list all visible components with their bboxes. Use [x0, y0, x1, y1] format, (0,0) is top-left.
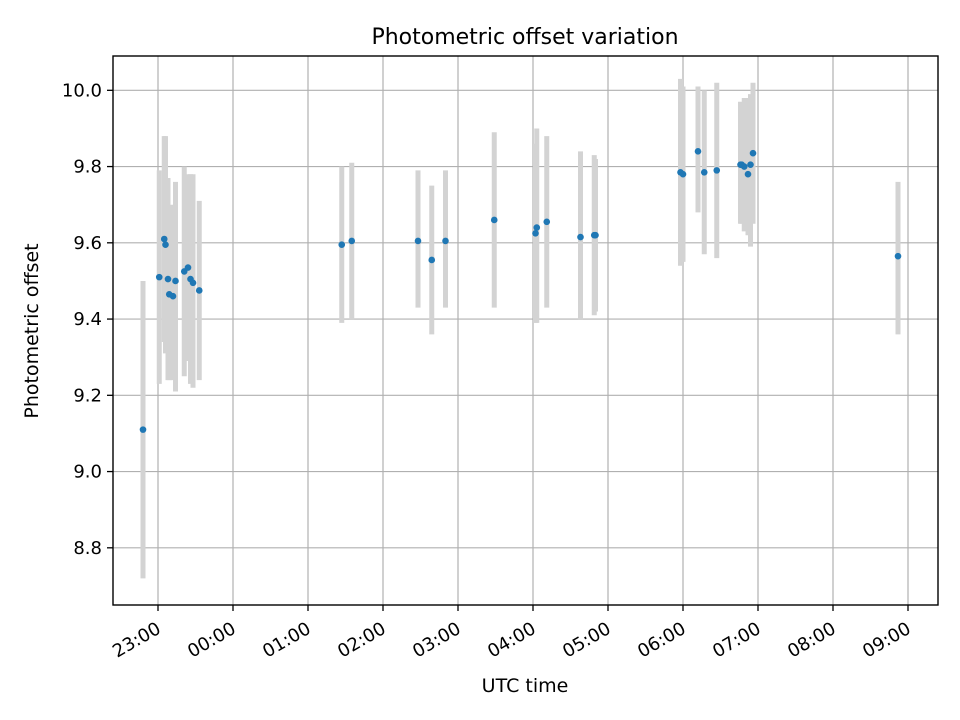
error-bars	[140, 78, 901, 579]
y-tick-label: 9.2	[73, 385, 102, 406]
data-point	[592, 231, 599, 239]
plot-frame	[112, 55, 939, 606]
y-axis-ticks: 8.8 9.0 9.2 9.4 9.6 9.8 10.0	[62, 80, 113, 559]
data-point	[490, 216, 498, 224]
data-point	[747, 161, 754, 168]
data-point	[162, 241, 169, 249]
x-tick-label: 08:00	[784, 618, 839, 662]
y-tick-label: 9.6	[73, 233, 102, 254]
data-point	[744, 170, 752, 178]
data-point	[694, 148, 702, 155]
data-point	[164, 275, 172, 283]
x-tick-label: 01:00	[259, 618, 314, 662]
data-point	[700, 168, 708, 176]
y-tick-label: 9.4	[73, 309, 102, 330]
data-point	[414, 237, 422, 245]
data-point	[160, 235, 168, 243]
x-axis-label: UTC time	[482, 675, 569, 697]
data-point	[169, 292, 177, 300]
data-point	[348, 237, 356, 245]
data-point	[139, 426, 147, 433]
y-axis-label: Photometric offset	[21, 243, 43, 418]
data-point	[189, 279, 197, 287]
x-tick-label: 06:00	[634, 618, 689, 662]
data-point	[679, 170, 687, 178]
data-point	[532, 229, 539, 237]
x-tick-label: 09:00	[859, 618, 914, 662]
data-point	[577, 233, 584, 241]
data-point	[195, 287, 203, 294]
y-tick-label: 9.8	[73, 157, 102, 178]
x-tick-label: 02:00	[334, 618, 389, 662]
y-tick-label: 8.8	[73, 538, 102, 559]
data-point	[533, 224, 541, 231]
y-tick-label: 10.0	[62, 80, 102, 101]
y-tick-label: 9.0	[73, 462, 102, 483]
x-tick-label: 23:00	[109, 618, 164, 662]
x-axis-ticks: 23:00 00:00 01:00 02:00 03:00 04:00 05:00 06:00…	[109, 605, 915, 662]
data-point	[338, 241, 346, 249]
x-tick-label: 04:00	[484, 618, 539, 662]
data-point	[155, 273, 163, 281]
x-tick-label: 07:00	[709, 618, 764, 662]
data-point	[184, 264, 192, 271]
data-point	[749, 149, 757, 157]
data-point	[442, 237, 449, 245]
data-point	[713, 167, 721, 174]
data-point	[543, 218, 551, 226]
x-tick-label: 03:00	[409, 618, 464, 662]
data-point	[428, 256, 436, 264]
grid	[113, 56, 938, 605]
x-tick-label: 00:00	[184, 618, 239, 662]
chart-title: Photometric offset variation	[371, 25, 678, 50]
data-point	[740, 163, 748, 170]
x-tick-label: 05:00	[559, 618, 614, 662]
data-point	[894, 252, 902, 260]
data-point	[172, 277, 179, 285]
data-points	[139, 148, 902, 433]
